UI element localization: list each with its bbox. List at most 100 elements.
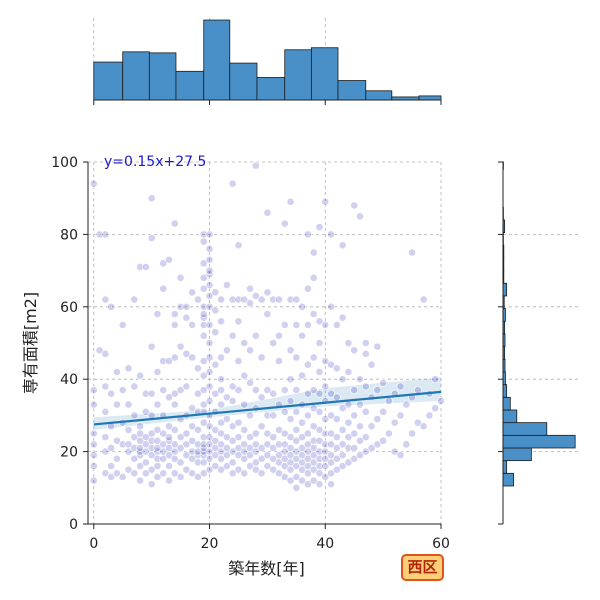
scatter-point [194, 389, 202, 398]
scatter-point [263, 288, 272, 297]
y-tick-label: 40 [60, 372, 78, 388]
scatter-point [280, 429, 289, 438]
x-axis-title: 築年数[年] [228, 559, 305, 578]
scatter-point [402, 440, 411, 449]
scatter-point [228, 179, 237, 188]
x-tick-label: 60 [432, 536, 450, 552]
scatter-point [234, 418, 243, 427]
scatter-point [113, 368, 121, 376]
scatter-point [217, 375, 225, 384]
scatter-point [361, 382, 370, 391]
scatter-point [263, 429, 272, 438]
scatter-point [315, 339, 324, 347]
scatter-point [321, 440, 330, 449]
scatter-point [182, 313, 191, 322]
scatter-point [147, 429, 156, 438]
scatter-point [182, 382, 191, 391]
scatter-point [101, 433, 110, 442]
scatter-point [205, 281, 214, 289]
scatter-point [199, 433, 208, 442]
scatter-point [373, 415, 382, 423]
scatter-point [246, 346, 254, 355]
scatter-point [338, 375, 347, 384]
right-hist-bar [502, 282, 508, 297]
scatter-point [217, 400, 225, 409]
scatter-point [356, 436, 364, 445]
scatter-point [240, 371, 249, 380]
scatter-point [159, 386, 168, 394]
scatter-point [251, 458, 260, 467]
scatter-point [130, 382, 139, 391]
district-badge: 西区 [401, 554, 444, 581]
scatter-point [199, 259, 208, 268]
scatter-point [124, 425, 133, 434]
scatter-point [205, 320, 214, 329]
scatter-point [315, 436, 324, 445]
scatter-point [367, 360, 376, 369]
scatter-point [257, 444, 266, 452]
scatter-point [234, 386, 243, 394]
scatter-point [222, 281, 231, 289]
scatter-point [211, 462, 220, 470]
scatter-point [89, 440, 98, 449]
scatter-point [170, 219, 179, 228]
scatter-point [170, 353, 179, 362]
scatter-point [222, 393, 231, 402]
scatter-point [275, 295, 283, 304]
scatter-point [165, 462, 173, 470]
scatter-point [228, 436, 237, 445]
scatter-point [292, 295, 301, 304]
scatter-point [107, 473, 116, 481]
scatter-point [234, 444, 243, 452]
scatter-point [309, 273, 318, 282]
scatter-point [107, 462, 116, 470]
scatter-point [211, 288, 220, 297]
scatter-point [89, 386, 98, 394]
scatter-point [356, 451, 364, 460]
scatter-point [228, 458, 237, 467]
scatter-point [188, 404, 197, 413]
scatter-point [356, 375, 364, 384]
scatter-point [275, 357, 283, 365]
right-hist-bar [502, 384, 508, 398]
scatter-point [107, 302, 116, 311]
scatter-point [385, 429, 393, 438]
scatter-point [205, 353, 214, 362]
scatter-point [280, 320, 289, 329]
scatter-point [153, 368, 162, 376]
scatter-point [286, 444, 295, 452]
scatter-point [199, 284, 208, 293]
scatter-point [205, 397, 214, 405]
scatter-point [292, 425, 301, 434]
scatter-point [217, 440, 225, 449]
scatter-point [304, 284, 312, 293]
scatter-point [309, 386, 318, 394]
scatter-point [124, 465, 133, 474]
scatter-point [194, 425, 202, 434]
scatter-point [356, 212, 364, 221]
scatter-point [205, 339, 214, 347]
scatter-point [159, 469, 168, 478]
scatter-point [332, 393, 341, 402]
scatter-point [327, 440, 335, 449]
scatter-point [113, 469, 121, 478]
scatter-point [280, 440, 289, 449]
scatter-point [309, 248, 318, 257]
scatter-point [176, 458, 185, 467]
top-hist-bar [175, 70, 205, 101]
scatter-point [338, 451, 347, 460]
scatter-point [292, 436, 301, 445]
scatter-point [205, 433, 214, 442]
scatter-point [136, 476, 144, 485]
scatter-point [338, 241, 347, 250]
scatter-point [228, 331, 237, 340]
scatter-point [124, 364, 133, 373]
regression-line [93, 390, 442, 426]
scatter-point [130, 295, 139, 304]
scatter-point [304, 440, 312, 449]
scatter-point [251, 386, 260, 394]
scatter-point [292, 447, 301, 456]
scatter-point [344, 444, 353, 452]
scatter-point [222, 462, 231, 470]
